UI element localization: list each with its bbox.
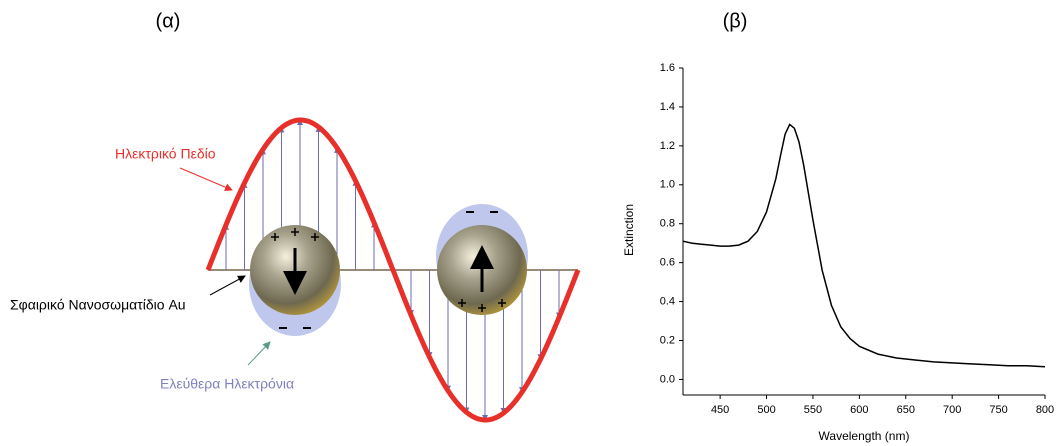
y-tick-label: 1.2: [660, 140, 675, 152]
pointer: [209, 275, 246, 296]
pointer: [247, 341, 271, 366]
pointer: [179, 167, 233, 191]
x-tick-label: 750: [989, 404, 1007, 416]
field-label: Ηλεκτρικό Πεδίο: [115, 146, 216, 162]
y-tick-label: 0.2: [660, 334, 675, 346]
particle-label: Σφαιρικό Νανοσωματίδιο Au: [10, 297, 186, 313]
plus-sign: [271, 233, 279, 241]
plus-sign: [291, 228, 299, 236]
x-tick-label: 650: [897, 404, 915, 416]
x-axis-label: Wavelength (nm): [819, 429, 910, 443]
plus-sign: [458, 299, 466, 307]
panel-label: (α): [156, 10, 181, 32]
y-tick-label: 1.4: [660, 101, 675, 113]
y-tick-label: 0.6: [660, 257, 675, 269]
plus-sign: [311, 233, 319, 241]
data-line: [682, 123, 1046, 368]
y-axis-label: Extinction: [622, 204, 636, 256]
y-tick-label: 0.4: [660, 295, 675, 307]
x-tick-label: 450: [711, 404, 729, 416]
electrons-label: Ελεύθερα Ηλεκτρόνια: [160, 376, 294, 392]
x-tick-label: 550: [804, 404, 822, 416]
x-tick-label: 500: [757, 404, 775, 416]
plus-sign: [498, 299, 506, 307]
x-tick-label: 700: [943, 404, 961, 416]
y-tick-label: 1.6: [660, 62, 675, 74]
x-tick-label: 800: [1036, 404, 1054, 416]
chart: 0.0 0.2 0.4 0.6 0.8 1.0 1.2 1.4 1.6 450 500 550 600 6…: [622, 62, 1054, 443]
field-wave: [205, 117, 581, 423]
diagram: [205, 117, 581, 423]
y-tick-label: 0.0: [660, 373, 675, 385]
y-tick-label: 0.8: [660, 218, 675, 230]
plus-sign: [478, 304, 486, 312]
y-tick-label: 1.0: [660, 179, 675, 191]
panel-label: (β): [723, 10, 748, 32]
x-tick-label: 600: [850, 404, 868, 416]
